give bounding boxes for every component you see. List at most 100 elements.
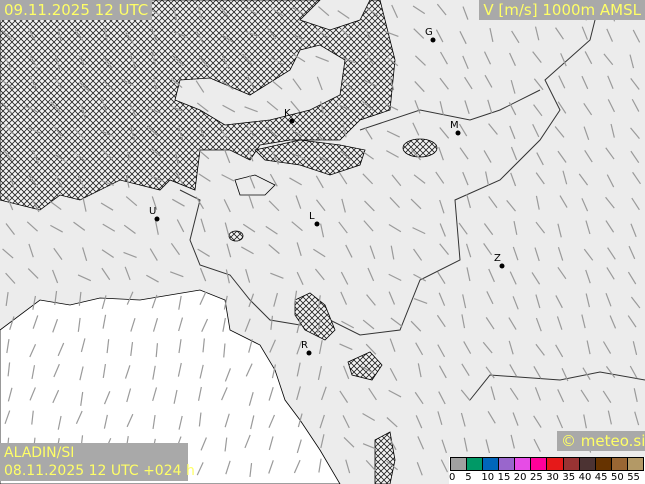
- wind-barb: [388, 291, 396, 305]
- wind-barb: [54, 153, 67, 163]
- wind-barb: [555, 295, 563, 309]
- wind-barb: [466, 267, 471, 282]
- wind-barb: [268, 414, 276, 429]
- wind-barb: [482, 341, 493, 354]
- wind-barb: [630, 296, 641, 309]
- wind-barb: [78, 291, 82, 306]
- wind-barb: [126, 147, 131, 162]
- wind-barb: [581, 75, 589, 90]
- wind-barb: [178, 415, 183, 430]
- wind-barb: [385, 103, 399, 111]
- wind-barb: [342, 56, 356, 64]
- wind-barb: [201, 318, 209, 333]
- wind-barb: [315, 28, 328, 38]
- wind-barb: [196, 462, 204, 476]
- wind-barb: [336, 103, 351, 111]
- wind-barb: [341, 198, 346, 213]
- wind-barb: [150, 148, 163, 158]
- wind-barb: [103, 390, 111, 405]
- wind-barb: [345, 459, 351, 474]
- wind-barb: [490, 386, 496, 401]
- wind-barb: [152, 414, 156, 429]
- wind-barb: [630, 223, 637, 238]
- copyright-label: © meteo.si: [557, 431, 645, 451]
- wind-barb: [222, 317, 226, 332]
- wind-barb: [584, 51, 593, 65]
- wind-barb: [483, 243, 493, 256]
- wind-barb: [318, 340, 323, 355]
- wind-barb: [367, 267, 375, 282]
- wind-barb: [100, 179, 115, 186]
- wind-barb: [224, 437, 228, 452]
- model-info: ALADIN/SI 08.11.2025 12 UTC +024 h: [0, 443, 195, 481]
- wind-barb: [414, 81, 425, 93]
- wind-barb: [241, 246, 254, 255]
- wind-barb: [582, 367, 591, 380]
- wind-barb: [630, 150, 640, 164]
- wind-barb: [555, 344, 564, 358]
- wind-barb: [338, 172, 348, 185]
- wind-barb: [412, 5, 426, 15]
- wind-barb: [271, 151, 280, 165]
- wind-barb: [248, 392, 254, 406]
- wind-barb: [224, 149, 231, 164]
- precip-hatch-area: [234, 174, 276, 196]
- wind-barb: [242, 53, 253, 65]
- wind-barb: [266, 100, 279, 111]
- wind-barb: [53, 76, 63, 89]
- wind-barb: [293, 34, 307, 42]
- wind-barb: [196, 102, 209, 112]
- wind-barb: [224, 222, 230, 237]
- precip-hatch-area: [294, 292, 336, 341]
- wind-barb: [268, 200, 280, 212]
- wind-barb: [463, 437, 468, 452]
- wind-barb: [340, 28, 352, 39]
- wind-barb: [607, 75, 614, 89]
- wind-barb: [152, 318, 159, 332]
- legend-tick: 30: [546, 472, 559, 483]
- wind-barb: [268, 244, 280, 255]
- wind-barb: [584, 149, 593, 163]
- wind-barb: [339, 390, 349, 403]
- wind-barb: [485, 171, 490, 186]
- wind-barb: [150, 27, 158, 41]
- wind-barb: [562, 170, 568, 185]
- wind-barb: [485, 317, 495, 330]
- wind-barb: [197, 149, 210, 160]
- wind-barb: [170, 105, 184, 113]
- wind-barb: [629, 365, 638, 379]
- wind-barb: [248, 175, 256, 189]
- wind-barb: [170, 78, 183, 89]
- wind-barb: [441, 439, 448, 454]
- wind-barb: [173, 7, 178, 22]
- wind-barb: [5, 272, 16, 284]
- wind-barb: [24, 105, 38, 113]
- wind-barb: [365, 51, 374, 65]
- wind-barb: [248, 338, 253, 353]
- wind-barb: [389, 76, 395, 91]
- wind-barb: [270, 315, 274, 330]
- wind-barb: [292, 153, 306, 160]
- wind-barb: [317, 319, 322, 333]
- wind-barb: [244, 318, 251, 332]
- wind-barb: [248, 293, 255, 308]
- wind-barb: [414, 391, 424, 405]
- wind-barb: [389, 367, 398, 381]
- wind-barb: [101, 249, 114, 259]
- city-label: G: [425, 27, 433, 38]
- wind-barb: [389, 197, 400, 209]
- wind-barb: [268, 460, 274, 474]
- wind-barb: [225, 269, 230, 284]
- wind-barb: [30, 56, 38, 69]
- wind-barb: [102, 314, 107, 329]
- wind-barb: [533, 438, 541, 452]
- wind-barb: [533, 415, 542, 428]
- wind-barb: [177, 126, 184, 140]
- wind-barb: [150, 175, 164, 182]
- wind-barb: [75, 410, 83, 425]
- wind-barb: [3, 56, 12, 69]
- wind-barb: [248, 194, 254, 209]
- wind-barb: [100, 130, 114, 138]
- legend-tick: 40: [578, 472, 592, 483]
- wind-barb: [462, 294, 467, 309]
